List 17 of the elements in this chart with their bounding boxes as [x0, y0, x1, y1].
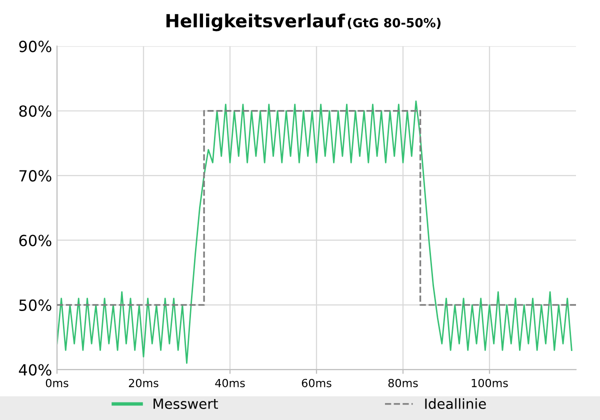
x-tick-label: 100ms [472, 378, 508, 388]
y-tick-label: 70% [19, 170, 52, 182]
legend-label: Ideallinie [425, 398, 486, 410]
y-tick-label: 90% [19, 40, 52, 52]
y-tick-label: 50% [19, 299, 52, 311]
legend-label: Messwert [154, 398, 218, 410]
y-tick-label: 80% [19, 105, 52, 117]
x-tick-label: 40ms [215, 378, 245, 388]
chart-title: Helligkeitsverlauf [166, 14, 346, 32]
x-tick-label: 20ms [128, 378, 158, 388]
y-tick-label: 40% [18, 364, 52, 376]
y-tick-label: 60% [19, 234, 52, 246]
x-tick-label: 0ms [46, 378, 68, 388]
x-tick-label: 80ms [388, 378, 418, 388]
chart-subtitle: (GtG 80-50%) [348, 18, 440, 29]
line-series [57, 100, 572, 364]
x-tick-label: 60ms [302, 378, 332, 388]
